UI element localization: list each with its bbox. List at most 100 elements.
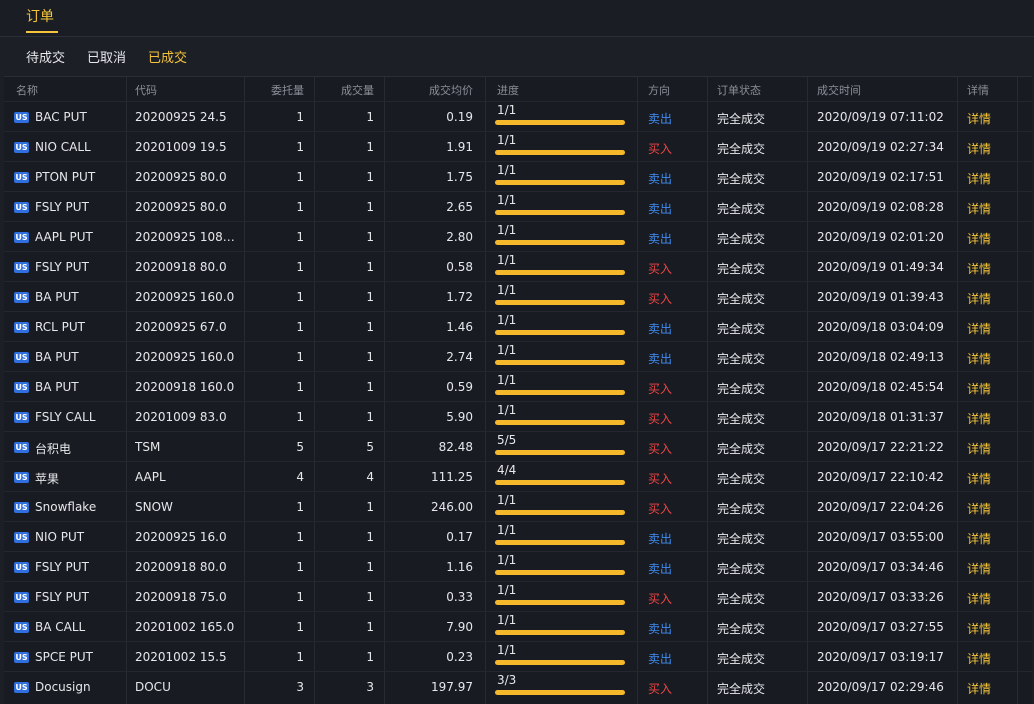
header-name[interactable]: 名称 — [16, 84, 38, 97]
row-progress-bar — [495, 480, 625, 485]
row-detail-link[interactable]: 详情 — [967, 472, 992, 486]
table-row[interactable]: US BA PUT 20200925 160.0 1 1 1.72 1/1 买入 完全成交 202… — [4, 281, 1032, 312]
row-status: 完全成交 — [717, 172, 766, 186]
row-detail-link[interactable]: 详情 — [967, 172, 992, 186]
row-time: 2020/09/17 03:55:00 — [817, 530, 944, 544]
table-row[interactable]: US NIO PUT 20200925 16.0 1 1 0.17 1/1 卖出 完全成交 202… — [4, 521, 1032, 552]
table-row[interactable]: US NIO CALL 20201009 19.5 1 1 1.91 1/1 买入 完全成交 20… — [4, 131, 1032, 162]
row-progress-fill — [495, 180, 625, 185]
row-status: 完全成交 — [717, 652, 766, 666]
row-detail-link[interactable]: 详情 — [967, 382, 992, 396]
row-time: 2020/09/18 03:04:09 — [817, 320, 944, 334]
row-progress-text: 1/1 — [497, 553, 517, 567]
row-time: 2020/09/17 03:27:55 — [817, 620, 944, 634]
row-progress-text: 1/1 — [497, 253, 517, 267]
row-order-qty: 1 — [296, 620, 304, 634]
header-qty[interactable]: 委托量 — [271, 84, 304, 97]
us-market-badge: US — [14, 412, 29, 423]
row-detail-link[interactable]: 详情 — [967, 112, 992, 126]
row-detail-link[interactable]: 详情 — [967, 682, 992, 696]
row-filled-qty: 1 — [366, 110, 374, 124]
row-status: 完全成交 — [717, 292, 766, 306]
header-avg-price[interactable]: 成交均价 — [429, 84, 473, 97]
row-progress-fill — [495, 420, 625, 425]
row-direction: 卖出 — [648, 532, 673, 546]
table-row[interactable]: US 台积电 TSM 5 5 82.48 5/5 买入 完全成交 2020/09/17 22:21… — [4, 431, 1032, 462]
row-detail-link[interactable]: 详情 — [967, 592, 992, 606]
page-title[interactable]: 订单 — [26, 9, 54, 25]
row-detail-link[interactable]: 详情 — [967, 532, 992, 546]
row-order-qty: 3 — [296, 680, 304, 694]
row-code: 20201002 15.5 — [135, 650, 227, 664]
row-detail-link[interactable]: 详情 — [967, 292, 992, 306]
header-progress[interactable]: 进度 — [497, 84, 519, 97]
header-direction[interactable]: 方向 — [648, 84, 670, 97]
us-market-badge: US — [14, 622, 29, 633]
table-row[interactable]: US FSLY PUT 20200918 75.0 1 1 0.33 1/1 买入 完全成交 20… — [4, 581, 1032, 612]
header-status[interactable]: 订单状态 — [717, 84, 761, 97]
row-code: 20200925 160.0 — [135, 350, 235, 364]
row-filled-qty: 1 — [366, 500, 374, 514]
row-detail-link[interactable]: 详情 — [967, 352, 992, 366]
table-row[interactable]: US SPCE PUT 20201002 15.5 1 1 0.23 1/1 卖出 完全成交 20… — [4, 641, 1032, 672]
tab-cancelled[interactable]: 已取消 — [87, 51, 127, 66]
tab-pending[interactable]: 待成交 — [26, 51, 66, 66]
row-detail-link[interactable]: 详情 — [967, 442, 992, 456]
column-divider — [244, 77, 245, 704]
row-progress-fill — [495, 300, 625, 305]
table-row[interactable]: US Snowflake SNOW 1 1 246.00 1/1 买入 完全成交 2020/09/… — [4, 491, 1032, 522]
column-divider — [126, 77, 127, 704]
row-direction: 买入 — [648, 682, 673, 696]
row-detail-link[interactable]: 详情 — [967, 502, 992, 516]
row-detail-link[interactable]: 详情 — [967, 262, 992, 276]
us-market-badge: US — [14, 652, 29, 663]
row-filled-qty: 1 — [366, 560, 374, 574]
row-progress-bar — [495, 510, 625, 515]
row-progress-text: 1/1 — [497, 493, 517, 507]
row-detail-link[interactable]: 详情 — [967, 232, 992, 246]
row-time: 2020/09/17 03:33:26 — [817, 590, 944, 604]
row-detail-link[interactable]: 详情 — [967, 322, 992, 336]
row-direction: 卖出 — [648, 652, 673, 666]
row-direction: 卖出 — [648, 232, 673, 246]
row-filled-qty: 1 — [366, 410, 374, 424]
header-time[interactable]: 成交时间 — [817, 84, 861, 97]
row-order-qty: 4 — [296, 470, 304, 484]
table-row[interactable]: US BA CALL 20201002 165.0 1 1 7.90 1/1 卖出 完全成交 20… — [4, 611, 1032, 642]
row-filled-qty: 1 — [366, 200, 374, 214]
row-detail-link[interactable]: 详情 — [967, 562, 992, 576]
row-order-qty: 1 — [296, 260, 304, 274]
row-filled-qty: 5 — [366, 440, 374, 454]
row-avg-price: 111.25 — [431, 470, 473, 484]
row-time: 2020/09/19 02:17:51 — [817, 170, 944, 184]
table-row[interactable]: US RCL PUT 20200925 67.0 1 1 1.46 1/1 卖出 完全成交 202… — [4, 311, 1032, 342]
table-row[interactable]: US BA PUT 20200918 160.0 1 1 0.59 1/1 买入 完全成交 202… — [4, 371, 1032, 402]
row-detail-link[interactable]: 详情 — [967, 652, 992, 666]
table-row[interactable]: US PTON PUT 20200925 80.0 1 1 1.75 1/1 卖出 完全成交 20… — [4, 161, 1032, 192]
table-row[interactable]: US BAC PUT 20200925 24.5 1 1 0.19 1/1 卖出 完全成交 202… — [4, 101, 1032, 132]
us-market-badge: US — [14, 682, 29, 693]
table-row[interactable]: US FSLY PUT 20200918 80.0 1 1 0.58 1/1 买入 完全成交 20… — [4, 251, 1032, 282]
row-detail-link[interactable]: 详情 — [967, 202, 992, 216]
row-status: 完全成交 — [717, 412, 766, 426]
table-row[interactable]: US AAPL PUT 20200925 108.... 1 1 2.80 1/1 卖出 完全成… — [4, 221, 1032, 252]
header-filled[interactable]: 成交量 — [341, 84, 374, 97]
tab-filled[interactable]: 已成交 — [148, 51, 188, 66]
table-row[interactable]: US Docusign DOCU 3 3 197.97 3/3 买入 完全成交 2020/09/1… — [4, 671, 1032, 702]
row-direction: 买入 — [648, 592, 673, 606]
row-detail-link[interactable]: 详情 — [967, 622, 992, 636]
row-progress-text: 1/1 — [497, 193, 517, 207]
table-row[interactable]: US 苹果 AAPL 4 4 111.25 4/4 买入 完全成交 2020/09/17 22:1… — [4, 461, 1032, 492]
table-header: 名称 代码 委托量 成交量 成交均价 进度 方向 订单状态 成交时间 详情 — [4, 77, 1032, 101]
row-direction: 买入 — [648, 382, 673, 396]
row-detail-link[interactable]: 详情 — [967, 142, 992, 156]
table-row[interactable]: US FSLY PUT 20200918 80.0 1 1 1.16 1/1 卖出 完全成交 20… — [4, 551, 1032, 582]
table-row[interactable]: US BA PUT 20200925 160.0 1 1 2.74 1/1 卖出 完全成交 202… — [4, 341, 1032, 372]
row-detail-link[interactable]: 详情 — [967, 412, 992, 426]
row-progress-bar — [495, 270, 625, 275]
header-code[interactable]: 代码 — [135, 84, 157, 97]
column-divider — [1017, 77, 1018, 704]
table-row[interactable]: US FSLY PUT 20200925 80.0 1 1 2.65 1/1 卖出 完全成交 20… — [4, 191, 1032, 222]
table-row[interactable]: US FSLY CALL 20201009 83.0 1 1 5.90 1/1 买入 完全成交 2… — [4, 401, 1032, 432]
row-progress-bar — [495, 690, 625, 695]
